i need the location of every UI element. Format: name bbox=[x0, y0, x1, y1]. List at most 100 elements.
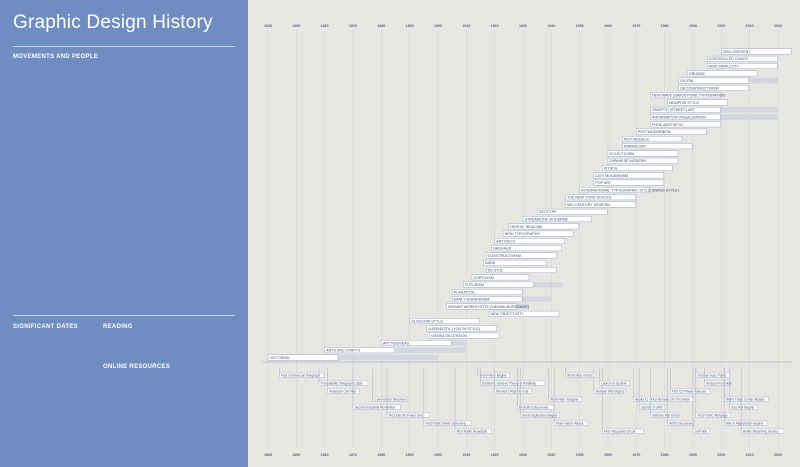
year-tick-bottom: 1890 bbox=[406, 453, 414, 457]
event-label: Netflix Streaming Service bbox=[743, 429, 779, 433]
event-marker: World War II Ends bbox=[565, 368, 597, 378]
year-tick-bottom: 1900 bbox=[434, 453, 442, 457]
movement-label: VORTICISM bbox=[474, 276, 494, 280]
movement-label: POP ART bbox=[595, 181, 612, 185]
movement-label-box bbox=[650, 121, 721, 128]
movement-label-box bbox=[565, 201, 636, 208]
year-tick-bottom: 1860 bbox=[321, 453, 329, 457]
event-box bbox=[327, 388, 360, 394]
movement-label-box bbox=[494, 238, 565, 244]
year-tick-top: 2020 bbox=[774, 24, 782, 28]
event-label: Pearl Harbor Attack bbox=[556, 421, 584, 425]
year-tick-bottom: 1960 bbox=[604, 453, 612, 457]
event-box bbox=[639, 404, 666, 410]
year-tick-bottom: 1850 bbox=[292, 453, 300, 457]
timeline-chart: 1840 1850 1860 1870 1880 1890 1900 1910 1920 1930… bbox=[248, 0, 800, 467]
event-box bbox=[480, 380, 546, 386]
movement-label: POSTMODERNISM bbox=[638, 130, 671, 134]
event-marker: Einstein's General Theory of Relativity bbox=[480, 368, 546, 386]
section-divider bbox=[13, 315, 235, 316]
event-marker: Vietnam War Ends bbox=[650, 368, 680, 418]
movement-label: EARLY MODERNISM bbox=[454, 298, 490, 302]
movement-label: LATE MODERNISM bbox=[595, 174, 628, 178]
year-tick-top: 1930 bbox=[519, 24, 527, 28]
movement-bar: NEW SIMPLICITY bbox=[706, 63, 778, 69]
event-label: First Electric Power Grid bbox=[389, 413, 424, 417]
movement-label: INTERNATIONAL TYPOGRAPHIC STYLE (SWISS S… bbox=[581, 188, 679, 192]
movement-label-box bbox=[706, 63, 778, 69]
movement-bar: BAUHAUS bbox=[491, 245, 563, 252]
year-tick-bottom: 1870 bbox=[349, 453, 357, 457]
movement-bar: CONSTRUCTIVISM bbox=[485, 252, 557, 259]
event-label: World War II Ends bbox=[567, 373, 593, 377]
movement-bar: VIENNA SECESSION bbox=[429, 332, 500, 339]
movement-bar: VICTORIAN bbox=[267, 354, 438, 361]
year-tick-bottom: 1940 bbox=[547, 453, 555, 457]
event-box bbox=[517, 404, 555, 410]
year-tick-top: 1950 bbox=[576, 24, 584, 28]
year-tick-top: 1850 bbox=[292, 24, 300, 28]
year-tick-top: 1890 bbox=[406, 24, 414, 28]
movement-label-box bbox=[429, 332, 500, 339]
event-box bbox=[602, 428, 644, 434]
year-tick-bottom: 2010 bbox=[746, 453, 754, 457]
event-box bbox=[633, 396, 694, 402]
event-marker: Apollo 11 / First Humans On The Moon bbox=[633, 368, 694, 402]
movement-label-box bbox=[621, 143, 693, 150]
event-box bbox=[729, 404, 758, 410]
event-box bbox=[494, 388, 532, 394]
year-tick-top: 2010 bbox=[746, 24, 754, 28]
event-label: Transatlantic Telegraph Cable bbox=[321, 381, 363, 385]
movement-bar: GLASGOW STYLE bbox=[409, 318, 480, 324]
movement-bar: DADA bbox=[483, 259, 547, 266]
event-box bbox=[593, 388, 626, 394]
event-marker: Commercial Telephone bbox=[372, 368, 408, 402]
movement-label: NEW WAVE (SWISS PUNK TYPOGRAPHY) bbox=[652, 94, 725, 98]
movement-bar: ART NOUVEAU bbox=[381, 340, 467, 346]
movement-bar: EARLY MODERNISM bbox=[451, 296, 552, 303]
movement-bar: GEOTYPE bbox=[536, 208, 608, 215]
event-markers: First Commercial TelegraphTransatlantic … bbox=[279, 368, 785, 434]
movement-label-box bbox=[636, 128, 707, 135]
event-label: Launch of Sputnik bbox=[601, 381, 627, 385]
movement-label-box bbox=[593, 172, 665, 179]
movement-label: DIGITAL bbox=[680, 79, 694, 83]
movement-label: MEMPHIS STYLE bbox=[669, 101, 699, 105]
movement-label-box bbox=[565, 194, 636, 201]
movement-label: MINIMALISM bbox=[624, 145, 646, 149]
event-label: Einstein's General Theory of Relativity bbox=[482, 381, 536, 385]
movement-bar: ECLECTICISM bbox=[607, 150, 679, 157]
event-marker: First CD Player Release bbox=[670, 368, 711, 394]
event-box bbox=[724, 420, 768, 426]
movement-bar: 2000–PRESENT bbox=[721, 48, 792, 55]
year-tick-bottom: 1990 bbox=[689, 453, 697, 457]
event-label: First Public Webpage bbox=[697, 413, 727, 417]
movement-label: INFORMATION VISUALIZATION bbox=[652, 115, 706, 119]
movement-label-box bbox=[426, 325, 497, 332]
event-label: First Commercial Telegraph bbox=[281, 373, 320, 377]
movement-label: WIENER WERKSTÄTTE (VIENNA WORKSHOP) bbox=[448, 305, 529, 309]
movement-bar: DECONSTRUCTIVISM bbox=[678, 85, 750, 91]
event-marker: First Electric Power Grid bbox=[386, 368, 430, 418]
event-label: World War I Begins bbox=[479, 373, 507, 377]
movement-label-box bbox=[621, 136, 683, 142]
movement-label-box bbox=[485, 252, 557, 259]
event-label: Internet Goes Public bbox=[697, 373, 726, 377]
event-box bbox=[520, 412, 560, 418]
event-label: Great Depression Begins bbox=[522, 413, 558, 417]
event-box bbox=[599, 380, 631, 386]
movement-bar: LATE MODERNISM bbox=[593, 172, 665, 179]
event-marker: AIDS Discovered bbox=[667, 368, 695, 426]
year-tick-bottom: 1920 bbox=[491, 453, 499, 457]
year-tick-top: 1840 bbox=[264, 24, 272, 28]
movement-label: GRUNGE bbox=[689, 72, 706, 76]
year-tick-bottom: 1950 bbox=[576, 453, 584, 457]
year-tick-top: 1960 bbox=[604, 24, 612, 28]
top-year-ticks: 1840 1850 1860 1870 1880 1890 1900 1910 1920 1930… bbox=[264, 24, 782, 28]
movement-label-box bbox=[485, 267, 557, 273]
movement-bar: PSYCHEDELIC bbox=[621, 136, 683, 142]
movement-bar: PLAKATSTIL bbox=[451, 289, 523, 295]
event-label: Vietnam War Begins bbox=[595, 389, 624, 393]
year-tick-bottom: 1880 bbox=[377, 453, 385, 457]
movement-label-box bbox=[502, 230, 574, 237]
